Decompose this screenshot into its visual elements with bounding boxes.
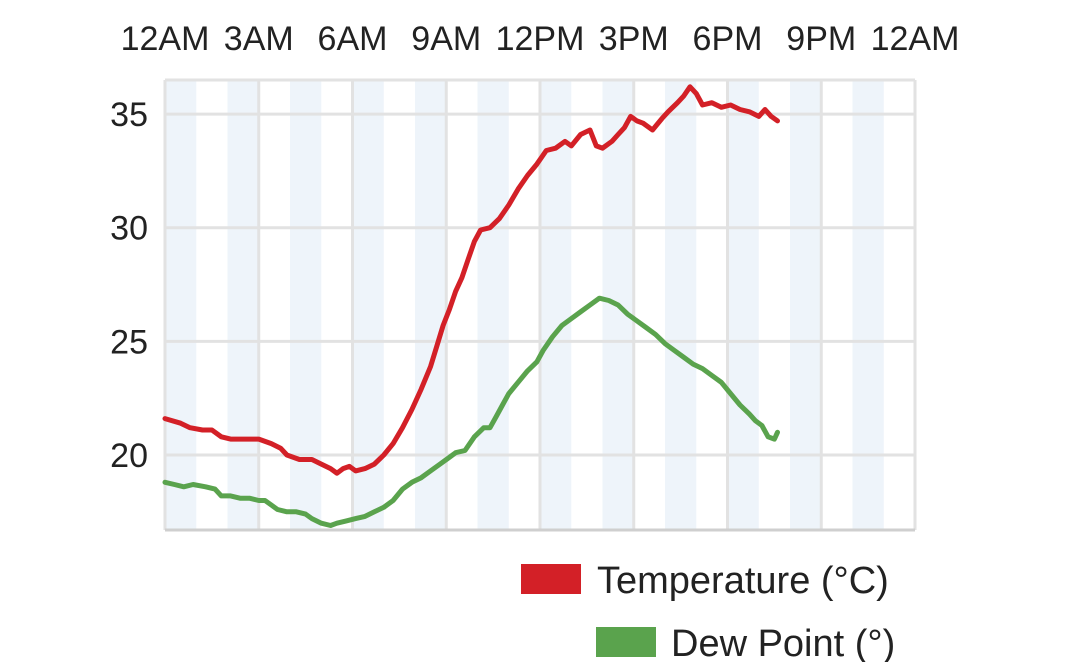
y-axis-ticks: 35 30 25 20: [110, 96, 148, 475]
y-tick-label: 25: [110, 323, 148, 361]
dew-point-line: [162, 295, 780, 528]
x-tick-label: 12AM: [121, 20, 210, 58]
x-tick-label: 9PM: [786, 20, 856, 58]
legend-item-temperature: Temperature (°C): [521, 560, 889, 602]
x-tick-label: 3AM: [224, 20, 294, 58]
background-band: [665, 80, 697, 530]
background-band: [477, 80, 509, 530]
x-tick-label: 12AM: [871, 20, 960, 58]
legend-label: Temperature (°C): [597, 560, 889, 602]
background-band: [227, 80, 259, 530]
x-tick-label: 6AM: [318, 20, 388, 58]
legend-swatch: [521, 564, 581, 594]
grid-lines: [163, 78, 917, 532]
y-tick-label: 35: [110, 96, 148, 134]
series-lines: [162, 84, 780, 528]
background-bands: [165, 80, 884, 530]
x-tick-label: 12PM: [496, 20, 585, 58]
background-band: [165, 80, 197, 530]
legend-item-dew-point: Dew Point (°): [596, 623, 895, 662]
x-tick-label: 3PM: [599, 20, 669, 58]
x-tick-label: 6PM: [693, 20, 763, 58]
y-tick-label: 30: [110, 210, 148, 248]
legend-label: Dew Point (°): [671, 623, 895, 662]
y-tick-label: 20: [110, 437, 148, 475]
background-band: [727, 80, 759, 530]
background-band: [790, 80, 822, 530]
legend: Temperature (°C) Dew Point (°): [521, 560, 895, 662]
background-band: [852, 80, 884, 530]
temperature-line: [162, 84, 780, 476]
x-axis-ticks: 12AM 3AM 6AM 9AM 12PM 3PM 6PM 9PM 12AM: [121, 20, 960, 58]
legend-swatch: [596, 627, 656, 657]
x-tick-label: 9AM: [411, 20, 481, 58]
